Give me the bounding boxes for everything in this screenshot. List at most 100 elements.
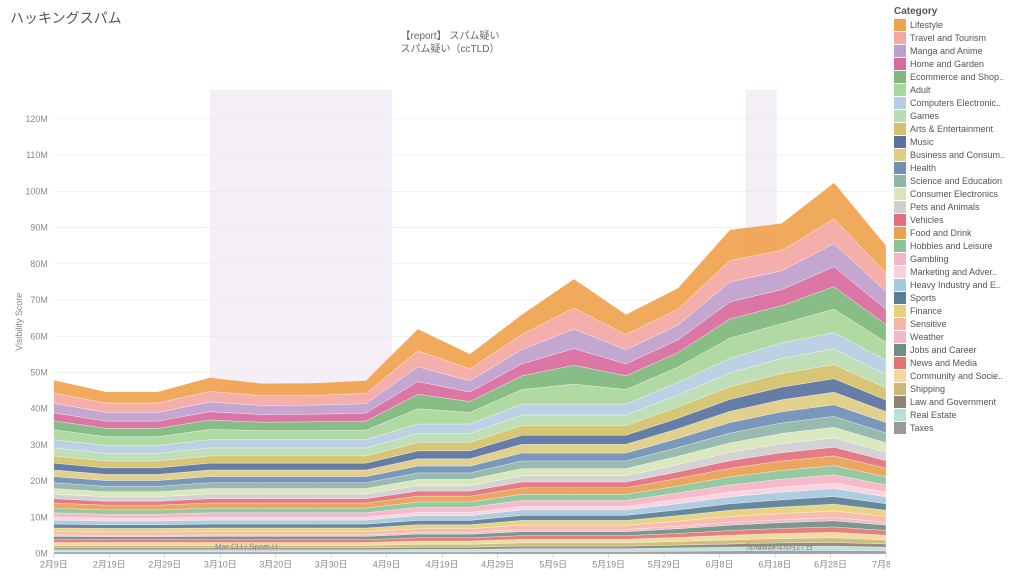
- legend-label: Sports: [910, 293, 936, 303]
- legend-swatch: [894, 71, 906, 83]
- svg-text:2月19日: 2月19日: [93, 560, 126, 570]
- svg-text:2月9日: 2月9日: [40, 560, 68, 570]
- legend-item[interactable]: Weather: [894, 331, 1020, 343]
- legend-swatch: [894, 188, 906, 200]
- legend-swatch: [894, 240, 906, 252]
- legend-swatch: [894, 136, 906, 148]
- subtitle-line2: スパム疑い（ccTLD）: [10, 43, 890, 56]
- legend-swatch: [894, 266, 906, 278]
- legend-swatch: [894, 214, 906, 226]
- page-title: ハッキングスパム: [10, 8, 890, 28]
- legend-item[interactable]: Gambling: [894, 253, 1020, 265]
- legend-item[interactable]: Taxes: [894, 422, 1020, 434]
- legend-label: Pets and Animals: [910, 202, 980, 212]
- legend-label: Food and Drink: [910, 228, 972, 238]
- legend-label: Lifestyle: [910, 20, 943, 30]
- legend-swatch: [894, 123, 906, 135]
- legend-item[interactable]: Arts & Entertainment: [894, 123, 1020, 135]
- legend-swatch: [894, 84, 906, 96]
- legend-item[interactable]: Ecommerce and Shop..: [894, 71, 1020, 83]
- legend-item[interactable]: Home and Garden: [894, 58, 1020, 70]
- legend-items: Lifestyle Travel and TourismManga and Ani…: [894, 19, 1020, 434]
- annotation: Mar CU / Spam U: [215, 543, 278, 552]
- legend-item[interactable]: Lifestyle: [894, 19, 1020, 31]
- legend-item[interactable]: Computers Electronic..: [894, 97, 1020, 109]
- legend: Category Lifestyle Travel and TourismMang…: [894, 0, 1024, 576]
- svg-text:50M: 50M: [30, 368, 47, 378]
- svg-text:5月29日: 5月29日: [648, 560, 681, 570]
- legend-label: Vehicles: [910, 215, 944, 225]
- legend-item[interactable]: Shipping: [894, 383, 1020, 395]
- legend-item[interactable]: Heavy Industry and E..: [894, 279, 1020, 291]
- legend-swatch: [894, 370, 906, 382]
- legend-item[interactable]: Business and Consum..: [894, 149, 1020, 161]
- legend-swatch: [894, 227, 906, 239]
- subtitle-line1: 【report】 スパム疑い: [10, 30, 890, 43]
- legend-label: Taxes: [910, 423, 934, 433]
- legend-label: Games: [910, 111, 939, 121]
- svg-text:4月9日: 4月9日: [373, 560, 401, 570]
- legend-item[interactable]: Community and Socie..: [894, 370, 1020, 382]
- svg-text:5月19日: 5月19日: [592, 560, 625, 570]
- svg-text:0M: 0M: [35, 549, 47, 559]
- legend-item[interactable]: Jobs and Career: [894, 344, 1020, 356]
- legend-item[interactable]: Games: [894, 110, 1020, 122]
- legend-item[interactable]: Real Estate: [894, 409, 1020, 421]
- legend-swatch: [894, 149, 906, 161]
- legend-label: Consumer Electronics: [910, 189, 998, 199]
- svg-text:120M: 120M: [25, 114, 47, 124]
- legend-swatch: [894, 422, 906, 434]
- legend-item[interactable]: Adult: [894, 84, 1020, 96]
- legend-swatch: [894, 175, 906, 187]
- svg-text:3月20日: 3月20日: [259, 560, 292, 570]
- legend-label: News and Media: [910, 358, 977, 368]
- legend-label: Health: [910, 163, 936, 173]
- legend-label: Gambling: [910, 254, 949, 264]
- legend-item[interactable]: Manga and Anime: [894, 45, 1020, 57]
- svg-text:40M: 40M: [30, 404, 47, 414]
- legend-swatch: [894, 383, 906, 395]
- legend-item[interactable]: Marketing and Adver..: [894, 266, 1020, 278]
- legend-label: Shipping: [910, 384, 945, 394]
- annotation: 2024年6月27日: [758, 542, 813, 552]
- legend-item[interactable]: Travel and Tourism: [894, 32, 1020, 44]
- legend-swatch: [894, 32, 906, 44]
- legend-label: Hobbies and Leisure: [910, 241, 993, 251]
- legend-item[interactable]: Science and Education: [894, 175, 1020, 187]
- svg-text:3月10日: 3月10日: [204, 560, 237, 570]
- legend-item[interactable]: Music: [894, 136, 1020, 148]
- legend-label: Computers Electronic..: [910, 98, 1001, 108]
- legend-swatch: [894, 19, 906, 31]
- svg-text:6月18日: 6月18日: [759, 560, 792, 570]
- y-axis-label: Visibility Score: [14, 293, 24, 351]
- legend-item[interactable]: News and Media: [894, 357, 1020, 369]
- legend-swatch: [894, 344, 906, 356]
- svg-text:60M: 60M: [30, 331, 47, 341]
- legend-title: Category: [894, 6, 1020, 17]
- legend-label: Heavy Industry and E..: [910, 280, 1001, 290]
- legend-label: Adult: [910, 85, 931, 95]
- legend-item[interactable]: Consumer Electronics: [894, 188, 1020, 200]
- legend-item[interactable]: Food and Drink: [894, 227, 1020, 239]
- legend-item[interactable]: Hobbies and Leisure: [894, 240, 1020, 252]
- legend-swatch: [894, 58, 906, 70]
- legend-swatch: [894, 305, 906, 317]
- svg-text:5月9日: 5月9日: [539, 560, 567, 570]
- legend-label: Business and Consum..: [910, 150, 1005, 160]
- legend-label: Sensitive: [910, 319, 947, 329]
- legend-item[interactable]: Pets and Animals: [894, 201, 1020, 213]
- legend-item[interactable]: Sensitive: [894, 318, 1020, 330]
- svg-text:20M: 20M: [30, 476, 47, 486]
- legend-swatch: [894, 253, 906, 265]
- svg-text:6月8日: 6月8日: [706, 560, 734, 570]
- legend-item[interactable]: Sports: [894, 292, 1020, 304]
- svg-text:4月19日: 4月19日: [426, 560, 459, 570]
- legend-item[interactable]: Finance: [894, 305, 1020, 317]
- legend-item[interactable]: Health: [894, 162, 1020, 174]
- legend-item[interactable]: Vehicles: [894, 214, 1020, 226]
- svg-text:100M: 100M: [25, 186, 47, 196]
- legend-swatch: [894, 201, 906, 213]
- legend-item[interactable]: Law and Government: [894, 396, 1020, 408]
- legend-label: Arts & Entertainment: [910, 124, 993, 134]
- legend-label: Home and Garden: [910, 59, 984, 69]
